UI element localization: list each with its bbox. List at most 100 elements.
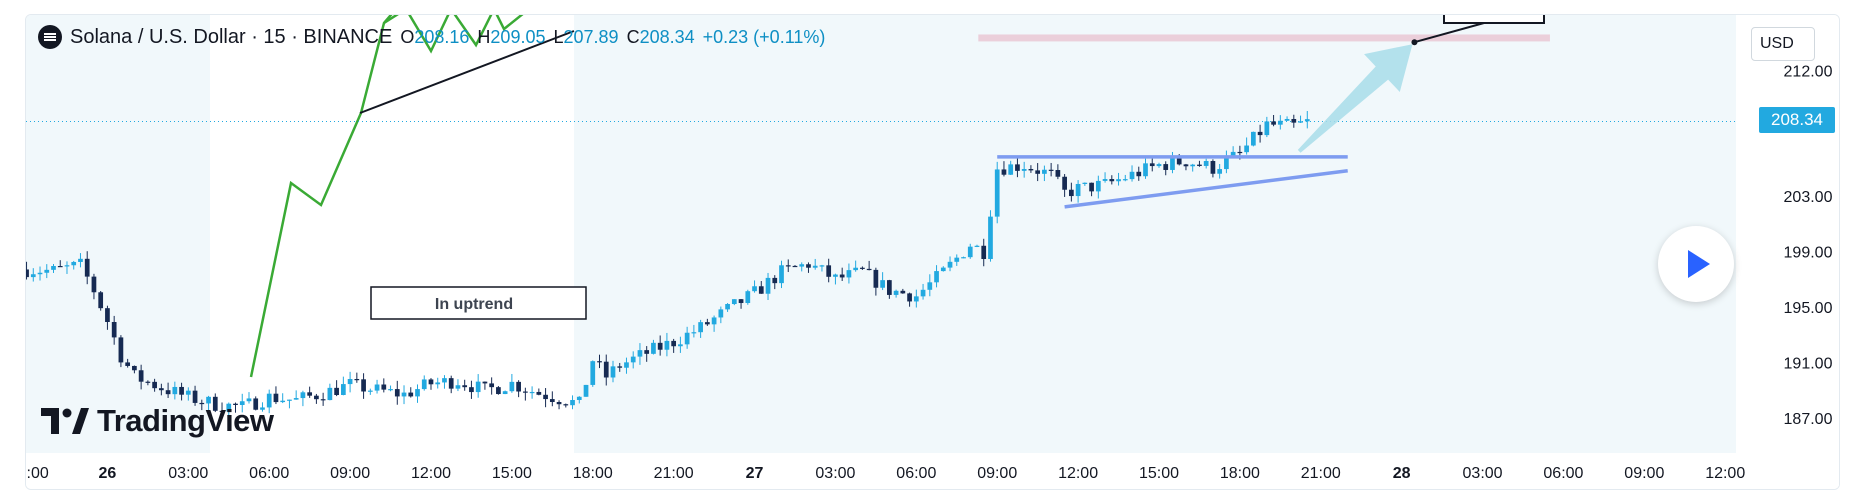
- drawing-lines: [997, 155, 1348, 209]
- candle-body: [1217, 169, 1223, 174]
- candle-body: [381, 384, 387, 390]
- candle-body: [260, 407, 265, 410]
- chart-area[interactable]: In uptrend 212.00 203.00 199.00 195.00 191.0…: [25, 14, 1840, 490]
- candle-body: [212, 396, 218, 411]
- chart-canvas[interactable]: In uptrend 212.00 203.00 199.00 195.00 191.0…: [26, 15, 1840, 490]
- candle-body: [678, 344, 683, 347]
- candle-body: [826, 265, 832, 277]
- candle-body: [731, 299, 737, 305]
- time-tick-label: 03:00: [168, 465, 208, 482]
- candle-body: [758, 286, 764, 294]
- candle-body: [543, 394, 548, 400]
- target-zone: [978, 34, 1550, 42]
- candle-body: [657, 342, 663, 350]
- target-callout-box: [1443, 15, 1545, 24]
- candle-body: [630, 356, 636, 363]
- candle-body: [57, 266, 63, 268]
- candle-body: [280, 400, 286, 403]
- symbol-name[interactable]: Solana / U.S. Dollar · 15 · BINANCE: [70, 25, 393, 48]
- candle-body: [415, 389, 420, 397]
- candle-body: [1156, 164, 1162, 167]
- candle-body: [536, 391, 542, 395]
- inset-label-box: [370, 286, 587, 320]
- time-tick-label: 03:00: [1463, 465, 1503, 482]
- price-tick-label: 212.00: [1784, 64, 1833, 81]
- candle-body: [967, 246, 973, 258]
- candle-body: [1035, 170, 1041, 174]
- symbol-header: Solana / U.S. Dollar · 15 · BINANCE O208…: [38, 25, 825, 49]
- time-tick-label: 06:00: [896, 465, 936, 482]
- candle-body: [502, 391, 508, 395]
- candle-body: [367, 390, 373, 392]
- time-tick-label: 15:00: [1139, 465, 1179, 482]
- target-callout-dot: [1411, 39, 1418, 46]
- candle-body: [462, 385, 468, 388]
- candle-body: [165, 390, 171, 395]
- candle-body: [1230, 151, 1236, 158]
- candle-body: [354, 379, 360, 381]
- time-tick-label: 09:00: [1624, 465, 1664, 482]
- candle-body: [1015, 164, 1020, 171]
- candle-body: [401, 392, 407, 397]
- candle-body: [556, 402, 562, 405]
- currency-selector[interactable]: USD: [1751, 27, 1815, 61]
- candle-body: [893, 290, 899, 295]
- target-arrow-shape: [1297, 44, 1413, 153]
- candle-body: [597, 361, 602, 363]
- candle-body: [772, 277, 778, 284]
- candle-body: [219, 410, 225, 412]
- candle-body: [522, 391, 528, 393]
- candle-body: [913, 296, 919, 302]
- candle-body: [421, 379, 427, 390]
- candle-body: [51, 266, 56, 270]
- candle-body: [1136, 171, 1142, 177]
- candle-body: [603, 361, 609, 378]
- candle-body: [1143, 163, 1148, 177]
- candle-body: [974, 245, 980, 247]
- inset-pennant-zigzag: [383, 15, 524, 54]
- candle-body: [388, 389, 393, 391]
- time-tick-label: 21:00: [654, 465, 694, 482]
- candle-body: [1048, 169, 1054, 171]
- time-tick-label: 06:00: [1543, 465, 1583, 482]
- candle-body: [489, 383, 495, 388]
- candle-body: [64, 265, 70, 267]
- candle-body: [1224, 157, 1229, 170]
- candle-body: [644, 350, 650, 354]
- candle-body: [44, 269, 50, 273]
- candle-body: [132, 365, 137, 371]
- candle-body: [199, 402, 205, 405]
- play-button[interactable]: [1658, 226, 1734, 302]
- candle-body: [1095, 180, 1101, 192]
- candle-body: [287, 399, 292, 401]
- time-tick-label: 06:00: [249, 465, 289, 482]
- candle-body: [981, 245, 987, 260]
- candle-body: [718, 309, 724, 318]
- candle-body: [940, 267, 946, 272]
- candle-body: [651, 342, 656, 354]
- candle-body: [98, 292, 104, 309]
- candle-body: [273, 393, 279, 403]
- candle-body: [152, 381, 157, 389]
- candle-body: [361, 379, 366, 392]
- time-tick-label: 28: [1393, 465, 1411, 482]
- candle-body: [394, 389, 400, 397]
- candle-body: [671, 340, 677, 347]
- candle-body: [1264, 121, 1270, 136]
- candle-body: [84, 258, 90, 277]
- time-axis-background: [26, 453, 1839, 489]
- time-tick-label: 09:00: [977, 465, 1017, 482]
- candle-body: [725, 304, 730, 310]
- candle-body: [516, 381, 521, 392]
- candle-body: [1298, 121, 1303, 123]
- candle-body: [307, 392, 313, 396]
- tradingview-logo[interactable]: TradingView: [41, 403, 274, 439]
- candle-body: [994, 169, 1000, 217]
- time-tick-label: 18:00: [573, 465, 613, 482]
- candle-body: [765, 277, 771, 294]
- candle-body: [111, 321, 117, 338]
- candle-body: [1271, 121, 1276, 125]
- ohlc-low: L207.89: [553, 26, 619, 47]
- candle-body: [206, 396, 211, 404]
- candle-body: [1277, 120, 1283, 125]
